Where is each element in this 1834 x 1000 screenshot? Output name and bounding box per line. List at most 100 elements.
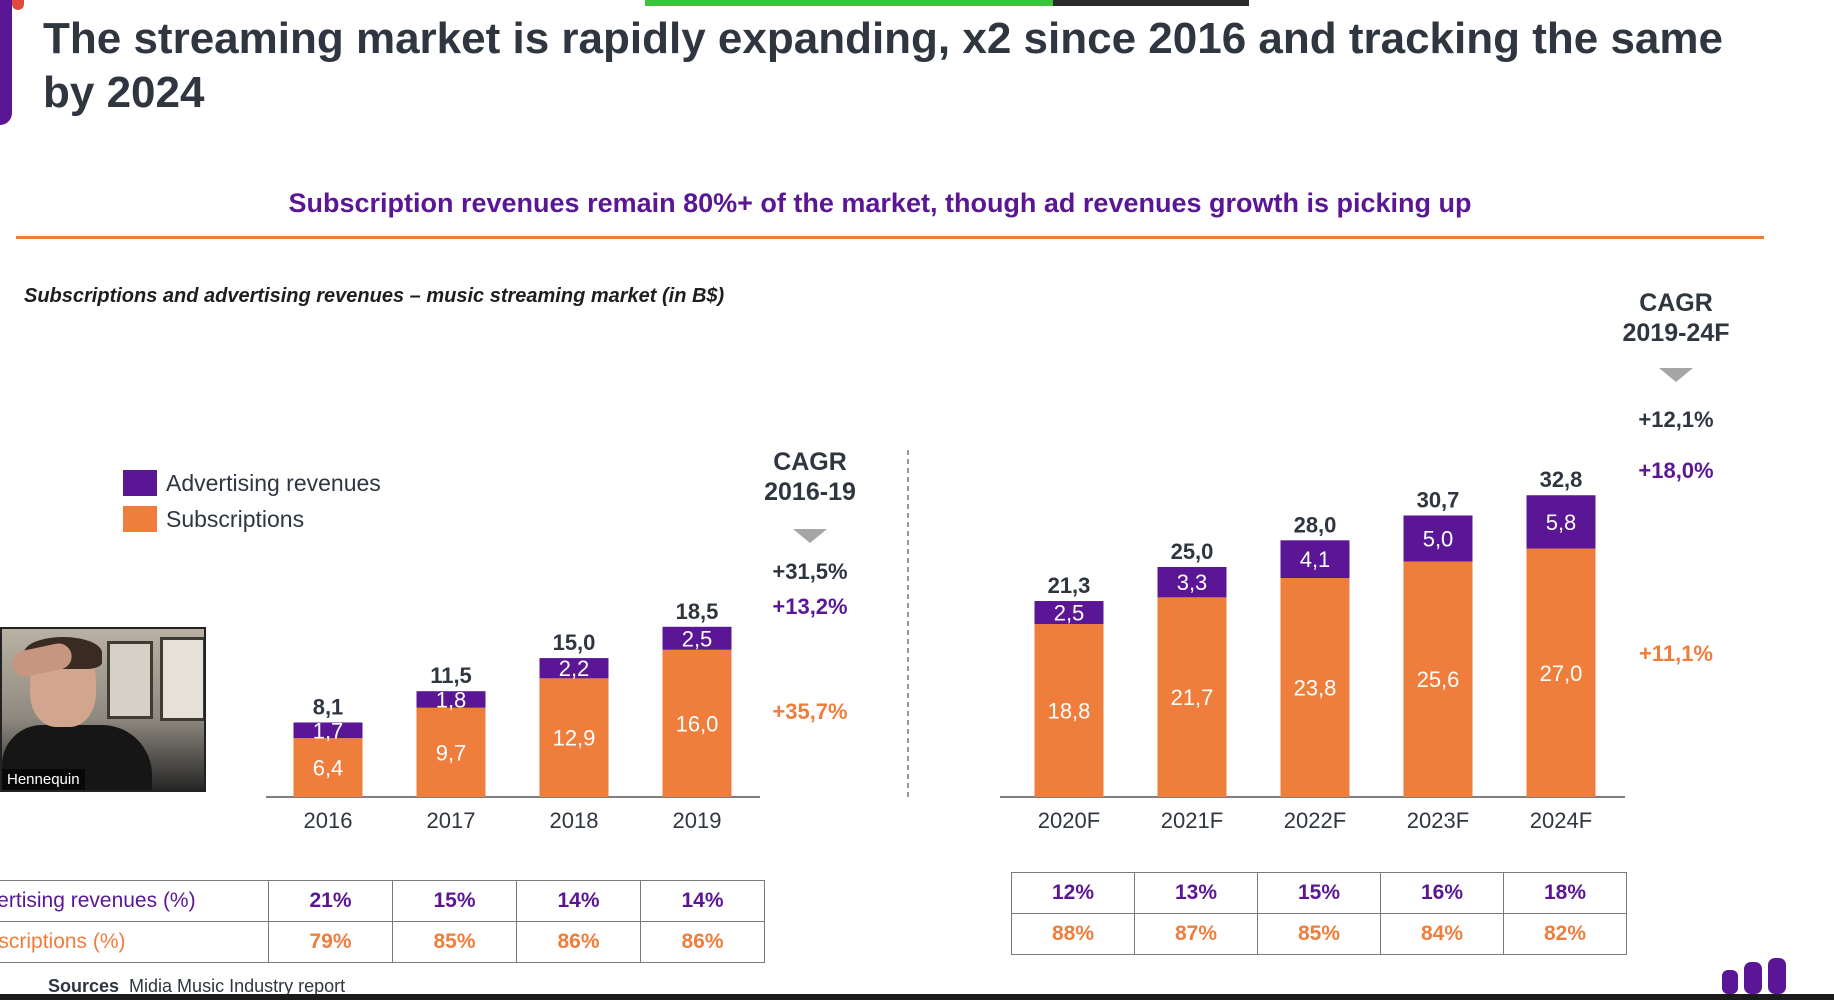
slide-subtitle: Subscription revenues remain 80%+ of the…: [288, 188, 1472, 218]
bar-subscriptions: [1157, 597, 1227, 797]
table-cell: 13%: [1134, 872, 1258, 914]
table-cell: 79%: [268, 921, 393, 963]
x-tick-label: 2023F: [1407, 808, 1469, 833]
cagr-advertising: +13,2%: [772, 594, 847, 619]
x-tick-label: 2016: [304, 808, 353, 833]
data-label-subscriptions: 6,4: [313, 756, 344, 781]
table-cell: 82%: [1503, 913, 1627, 955]
bar-advertising: [293, 722, 363, 739]
table-cell: 87%: [1134, 913, 1258, 955]
legend-swatch-advertising: [123, 470, 157, 496]
table-cell: 86%: [516, 921, 641, 963]
cagr-total: +12,1%: [1638, 407, 1713, 432]
cagr-advertising: +18,0%: [1638, 458, 1713, 483]
data-label-total: 11,5: [430, 663, 472, 688]
bar-advertising: [1403, 515, 1473, 562]
bar-subscriptions: [416, 707, 486, 797]
row-label-advertising: Advertising revenues (%): [0, 880, 269, 922]
table-row: 88% 87% 85% 84% 82%: [1011, 913, 1627, 955]
data-label-advertising: 5,0: [1423, 526, 1454, 551]
data-label-advertising: 2,2: [559, 656, 590, 681]
share-table-forecast: 12% 13% 15% 16% 18% 88% 87% 85% 84% 82%: [1011, 872, 1627, 955]
presenter-name: Hennequin: [2, 769, 85, 790]
data-label-subscriptions: 23,8: [1294, 676, 1337, 701]
record-indicator-icon: [12, 0, 24, 10]
bar-advertising: [662, 626, 732, 650]
bar-subscriptions: [1034, 624, 1104, 797]
x-tick-label: 2018: [550, 808, 599, 833]
bar-subscriptions: [293, 738, 363, 797]
presenter-video-tile[interactable]: Hennequin: [0, 627, 206, 792]
bar-advertising: [1280, 540, 1350, 579]
cagr-pointer-icon: [1659, 368, 1693, 382]
brand-logo-icon: [1722, 958, 1786, 994]
table-cell: 14%: [640, 880, 765, 922]
x-tick-label: 2019: [673, 808, 722, 833]
bar-subscriptions: [1526, 548, 1596, 797]
table-cell: 86%: [640, 921, 765, 963]
share-table-historical: Advertising revenues (%) 21% 15% 14% 14%…: [0, 880, 765, 963]
wall-picture: [107, 641, 153, 719]
bar-subscriptions: [539, 678, 609, 797]
data-label-subscriptions: 25,6: [1417, 667, 1460, 692]
bar-subscriptions: [662, 649, 732, 797]
data-label-subscriptions: 18,8: [1048, 699, 1091, 724]
data-label-total: 30,7: [1417, 487, 1460, 512]
cagr-total: +31,5%: [772, 559, 847, 584]
table-cell: 85%: [392, 921, 517, 963]
bar-advertising: [539, 658, 609, 679]
sources-text: Midia Music Industry report: [129, 976, 346, 996]
table-row: Subscriptions (%) 79% 85% 86% 86%: [0, 921, 765, 963]
bar-subscriptions: [1280, 578, 1350, 797]
divider: [16, 236, 1764, 239]
data-label-advertising: 5,8: [1546, 510, 1577, 535]
legend-item-advertising: Advertising revenues: [123, 465, 381, 501]
x-tick-label: 2021F: [1161, 808, 1223, 833]
data-label-advertising: 1,8: [436, 687, 467, 712]
table-row: Advertising revenues (%) 21% 15% 14% 14%: [0, 880, 765, 922]
data-label-advertising: 4,1: [1300, 547, 1331, 572]
cagr-subscriptions: +11,1%: [1639, 641, 1713, 666]
legend-item-subscriptions: Subscriptions: [123, 501, 381, 537]
data-label-total: 18,5: [676, 599, 719, 624]
table-cell: 15%: [392, 880, 517, 922]
x-tick-label: 2024F: [1530, 808, 1592, 833]
cagr-pointer-icon: [793, 529, 827, 543]
x-tick-label: 2022F: [1284, 808, 1346, 833]
table-cell: 18%: [1503, 872, 1627, 914]
bar-advertising: [416, 691, 486, 708]
wall-picture: [160, 637, 204, 721]
cagr-period: 2016-19: [764, 478, 856, 506]
cagr-subscriptions: +35,7%: [772, 699, 847, 724]
table-cell: 88%: [1011, 913, 1135, 955]
table-cell: 15%: [1257, 872, 1381, 914]
data-label-total: 21,3: [1048, 573, 1091, 598]
data-label-subscriptions: 9,7: [436, 740, 467, 765]
data-label-advertising: 2,5: [682, 626, 713, 651]
table-cell: 16%: [1380, 872, 1504, 914]
data-label-subscriptions: 16,0: [676, 711, 719, 736]
screen-share-controls[interactable]: [1053, 0, 1249, 6]
data-label-total: 28,0: [1294, 512, 1337, 537]
screen-share-bar: [645, 0, 1053, 6]
data-label-subscriptions: 21,7: [1171, 685, 1214, 710]
cagr-heading: CAGR: [1639, 289, 1713, 317]
legend-label-subscriptions: Subscriptions: [166, 505, 305, 532]
x-tick-label: 2017: [427, 808, 476, 833]
bar-subscriptions: [1403, 561, 1473, 797]
table-cell: 14%: [516, 880, 641, 922]
data-label-subscriptions: 27,0: [1540, 661, 1583, 686]
sources-note: Sources Midia Music Industry report: [48, 976, 345, 997]
cagr-period: 2019-24F: [1622, 319, 1729, 347]
data-label-advertising: 1,7: [313, 718, 344, 743]
data-label-total: 25,0: [1171, 539, 1214, 564]
table-cell: 85%: [1257, 913, 1381, 955]
legend-swatch-subscriptions: [123, 506, 157, 532]
bar-advertising: [1526, 495, 1596, 549]
table-row: 12% 13% 15% 16% 18%: [1011, 872, 1627, 914]
cagr-heading: CAGR: [773, 448, 847, 476]
bar-advertising: [1034, 601, 1104, 625]
chart-legend: Advertising revenues Subscriptions: [123, 465, 381, 537]
slide-title: The streaming market is rapidly expandin…: [43, 14, 1723, 117]
